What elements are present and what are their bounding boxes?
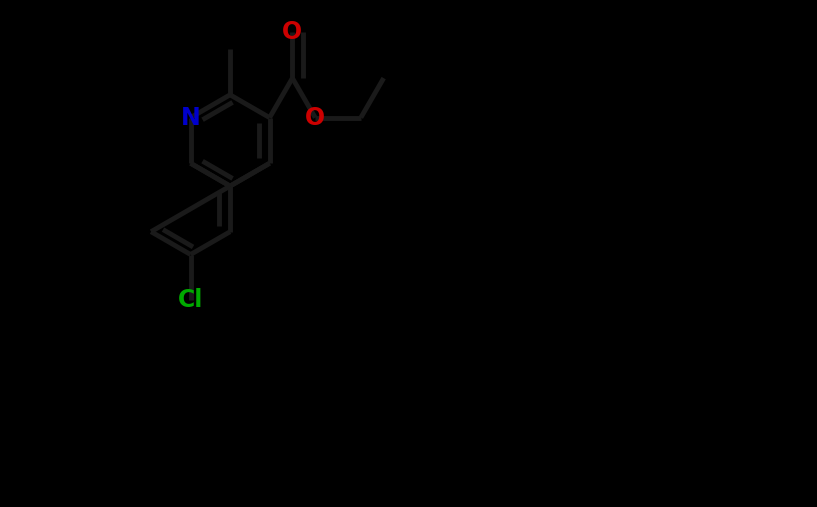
Text: O: O (306, 105, 325, 130)
Text: N: N (181, 105, 200, 130)
Text: O: O (283, 20, 302, 45)
Text: Cl: Cl (178, 288, 203, 312)
